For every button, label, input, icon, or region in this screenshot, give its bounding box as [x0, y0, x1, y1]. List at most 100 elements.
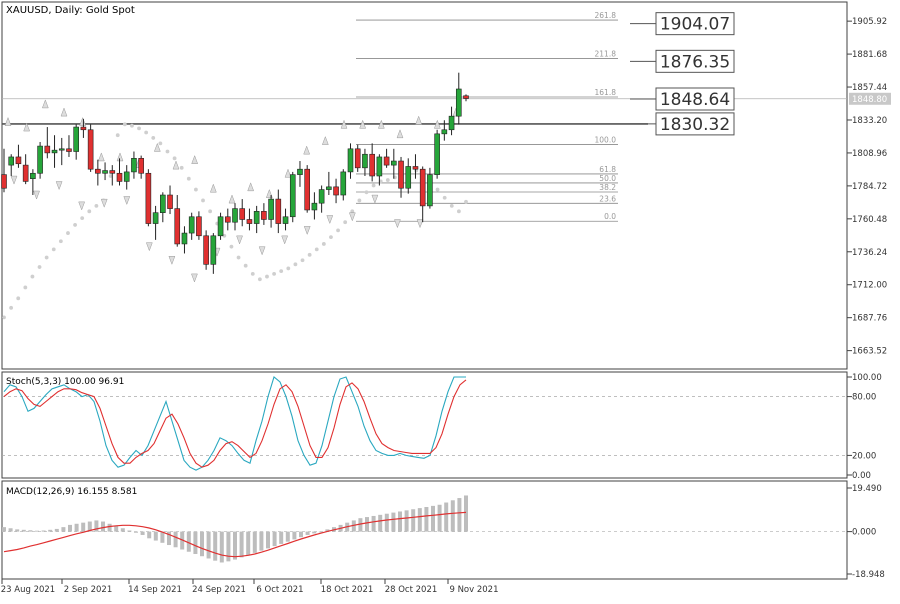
candle-body [376, 156, 383, 177]
macd-histogram-bar [437, 504, 442, 532]
fractal-down-marker [416, 219, 424, 229]
macd-histogram-bar [431, 505, 435, 532]
fractal-up-marker [41, 99, 49, 109]
candle-body [160, 194, 166, 213]
macd-histogram-bar [61, 527, 66, 532]
macd-histogram-bar [68, 524, 72, 532]
candle-body [210, 235, 217, 265]
candle-body [275, 198, 282, 224]
parabolic-sar-dot [80, 216, 85, 221]
price-axis-label: 1833.20 [852, 116, 887, 126]
time-axis-label: 14 Sep 2021 [128, 585, 182, 595]
macd-histogram-bar [305, 531, 310, 535]
macd-histogram-bar [127, 530, 132, 532]
price-axis-label: 1905.92 [852, 17, 887, 27]
fractal-up-marker [4, 116, 12, 126]
parabolic-sar-dot [257, 277, 262, 282]
fibo-level-label: 50.0 [599, 174, 616, 183]
macd-histogram-bar [239, 531, 244, 558]
parabolic-sar-dot [51, 247, 56, 252]
candle-body [246, 219, 253, 224]
candle-body [340, 171, 347, 196]
fractal-up-marker [377, 119, 385, 129]
parabolic-sar-dot [94, 203, 99, 208]
fractal-up-marker [247, 182, 255, 192]
macd-histogram-bar [246, 531, 251, 556]
parabolic-sar-dot [208, 209, 213, 214]
fractal-down-marker [55, 181, 63, 191]
price-axis-label: 1857.44 [852, 83, 887, 93]
candle-body [95, 168, 101, 174]
fractal-up-marker [60, 107, 68, 117]
candle-body [116, 172, 123, 182]
parabolic-sar-dot [286, 266, 291, 271]
macd-signal-line [3, 511, 467, 558]
macd-histogram-bar [358, 518, 363, 532]
parabolic-sar-dot [265, 274, 269, 279]
time-axis-label: 23 Aug 2021 [1, 585, 55, 595]
parabolic-sar-dot [194, 187, 198, 192]
candle-body [102, 170, 108, 174]
parabolic-sar-dot [357, 198, 362, 203]
candle-body [87, 129, 94, 170]
fractal-up-marker [359, 119, 367, 129]
fractal-up-marker [321, 135, 329, 145]
time-axis-label: 2 Sep 2021 [64, 585, 112, 595]
fractal-up-marker [153, 142, 161, 152]
parabolic-sar-dot [329, 235, 333, 240]
parabolic-sar-dot [293, 262, 298, 267]
parabolic-sar-dot [371, 183, 376, 188]
parabolic-sar-dot [307, 252, 312, 257]
parabolic-sar-dot [464, 199, 468, 204]
macd-histogram-bar [74, 523, 79, 532]
fractal-down-marker [281, 235, 289, 245]
macd-histogram-bar [107, 523, 112, 532]
macd-histogram-bar [259, 531, 264, 551]
parabolic-sar-dot [279, 269, 284, 274]
macd-histogram-bar [450, 500, 455, 532]
price-axis-label: 1808.96 [852, 149, 887, 159]
time-axis-label: 9 Nov 2021 [449, 585, 498, 595]
fractal-down-marker [394, 219, 401, 229]
fractal-down-marker [371, 194, 379, 204]
parabolic-sar-dot [108, 174, 113, 178]
candle-body [427, 174, 433, 207]
macd-axis-label: -18.948 [852, 570, 885, 580]
price-level-box [655, 87, 735, 111]
candle-body [196, 216, 202, 237]
candle-body [30, 172, 36, 180]
parabolic-sar-dot [236, 255, 241, 260]
candle-body [1, 174, 7, 189]
stoch-signal-line [3, 379, 467, 468]
macd-histogram-bar [424, 506, 429, 532]
fibo-level-label: 161.8 [595, 88, 617, 97]
parabolic-sar-dot [172, 156, 177, 161]
parabolic-sar-dot [130, 123, 134, 128]
candle-body [239, 208, 246, 220]
parabolic-sar-dot [58, 239, 63, 244]
candle-body [455, 88, 462, 117]
candle-body [37, 145, 43, 174]
candle-body [188, 216, 195, 234]
parabolic-sar-dot [186, 176, 191, 181]
macd-histogram-bar [378, 514, 383, 532]
candle-body [333, 186, 339, 196]
candle-body [145, 172, 152, 224]
fractal-up-marker [172, 160, 180, 170]
candle-body [131, 158, 137, 173]
parabolic-sar-dot [336, 228, 340, 233]
time-axis-label: 6 Oct 2021 [256, 585, 303, 595]
macd-histogram-bar [279, 531, 284, 544]
candle-body [109, 170, 116, 174]
parabolic-sar-dot [300, 258, 305, 263]
candle-body [203, 235, 209, 265]
candle-body [354, 148, 361, 169]
candle-body [419, 168, 426, 207]
macd-histogram-bar [2, 527, 6, 532]
fractal-up-marker [415, 115, 423, 125]
price-axis-label: 1736.24 [852, 248, 887, 258]
macd-histogram-bar [173, 531, 178, 548]
stoch-axis-label: 80.00 [852, 393, 876, 403]
macd-histogram-bar [272, 531, 277, 547]
